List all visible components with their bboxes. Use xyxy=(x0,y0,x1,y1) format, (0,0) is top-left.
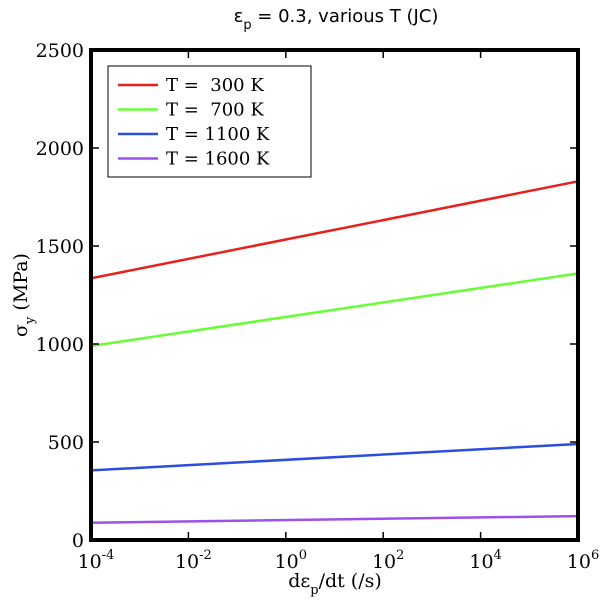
y-tick-labels: 0 500 1000 1500 2000 2500 xyxy=(36,40,84,552)
legend-label-1: T = 700 K xyxy=(166,100,264,121)
plot-frame xyxy=(89,48,580,542)
series-line-0 xyxy=(90,180,579,280)
y-tick-label: 0 xyxy=(72,530,84,552)
x-tick-exponent: 0 xyxy=(299,548,307,563)
y-axis-label: σy (MPa) xyxy=(10,253,38,337)
x-tick-label: 102 xyxy=(372,548,404,573)
y-tick-label: 500 xyxy=(48,432,84,454)
y-tick-label: 1000 xyxy=(36,334,84,356)
x-tick-base: 10 xyxy=(372,551,396,573)
legend-label-3: T = 1600 K xyxy=(166,149,270,170)
legend-label-0: T = 300 K xyxy=(166,75,264,96)
x-tick-label: 10-2 xyxy=(175,548,212,573)
plot-lines xyxy=(90,180,579,525)
x-tick-exponent: 2 xyxy=(396,548,404,563)
x-tick-exponent: -2 xyxy=(199,548,212,563)
x-tick-exponent: 6 xyxy=(591,548,599,563)
x-tick-label: 104 xyxy=(469,548,501,573)
chart-title: εp = 0.3, various T (JC) xyxy=(234,6,439,33)
x-tick-base: 10 xyxy=(567,551,591,573)
x-tick-base: 10 xyxy=(78,551,102,573)
x-tick-exponent: -4 xyxy=(102,548,115,563)
x-tick-exponent: 4 xyxy=(494,548,502,563)
x-tick-base: 10 xyxy=(275,551,299,573)
y-tick-label: 2000 xyxy=(36,138,84,160)
x-tick-label: 100 xyxy=(275,548,307,573)
y-tick-label: 1500 xyxy=(36,236,84,258)
x-tick-label: 10-4 xyxy=(78,548,115,573)
legend: T = 300 K T = 700 K T = 1100 K T = 1600 K xyxy=(107,65,312,178)
series-line-1 xyxy=(90,272,579,348)
x-tick-label: 106 xyxy=(567,548,599,573)
x-tick-labels: 10-4 10-2 100 102 104 106 xyxy=(78,548,600,573)
series-line-2 xyxy=(90,442,579,472)
y-tick-label: 2500 xyxy=(36,40,84,62)
x-tick-base: 10 xyxy=(469,551,493,573)
legend-label-2: T = 1100 K xyxy=(166,124,270,145)
x-axis-label: dεp/dt (/s) xyxy=(288,570,382,598)
series-line-3 xyxy=(90,514,579,525)
x-tick-base: 10 xyxy=(175,551,199,573)
